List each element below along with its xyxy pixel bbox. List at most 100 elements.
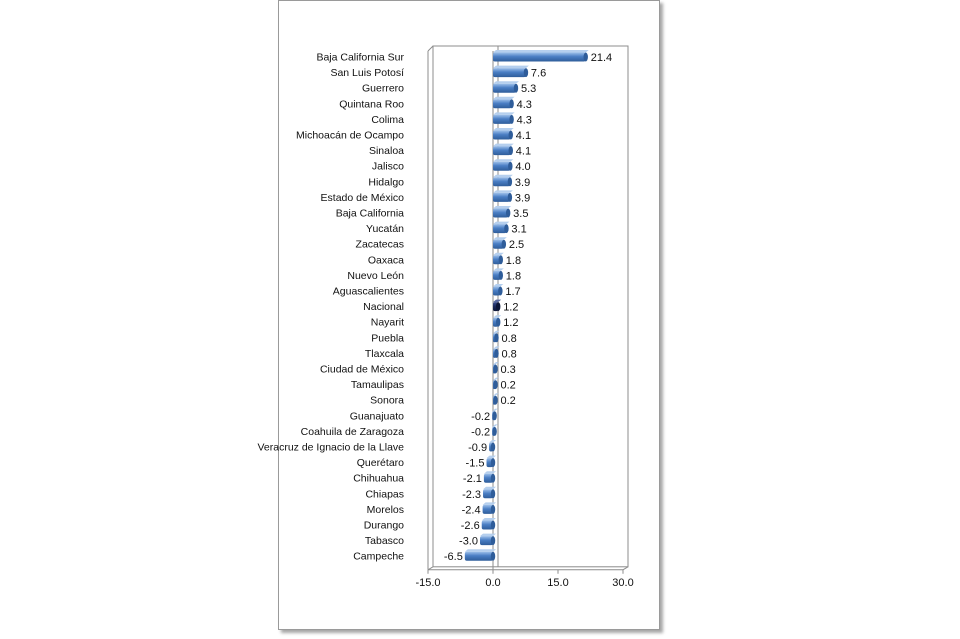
category-label: Michoacán de Ocampo <box>296 130 404 142</box>
bar-top-face <box>493 237 507 240</box>
category-label: Nuevo León <box>347 270 404 282</box>
bar-end-cap <box>490 536 496 546</box>
category-label: Tamaulipas <box>351 379 404 391</box>
bar-top-face <box>493 96 515 100</box>
x-tick-label: 15.0 <box>547 577 568 589</box>
value-label: 4.0 <box>515 161 530 173</box>
bar-end-cap <box>501 239 507 249</box>
bar-end-cap <box>490 520 496 530</box>
bar-top-face <box>493 284 504 287</box>
bar-top-face <box>493 299 502 303</box>
bar <box>493 161 511 171</box>
value-label: -0.2 <box>471 411 490 423</box>
category-label: Chihuahua <box>353 473 404 485</box>
bar-end-cap <box>492 411 497 421</box>
value-label: 3.5 <box>513 208 528 220</box>
bar-end-cap <box>493 364 498 374</box>
bar <box>481 520 493 530</box>
plot-top-left-edge <box>427 45 434 52</box>
bar <box>493 192 510 202</box>
category-label: Puebla <box>371 332 404 344</box>
value-label: 1.2 <box>503 302 518 314</box>
bar-end-cap <box>507 192 513 202</box>
value-label: -0.9 <box>468 442 487 454</box>
bar <box>493 255 501 265</box>
value-label: 1.7 <box>505 286 520 298</box>
bar-top-face <box>482 502 496 505</box>
bar-end-cap <box>494 348 499 358</box>
bar-end-cap <box>505 208 511 218</box>
bar <box>482 504 493 514</box>
bar-end-cap <box>490 442 496 452</box>
bar <box>483 489 493 499</box>
bar-end-cap <box>583 52 588 62</box>
bar-top-face <box>493 65 529 69</box>
category-label: Baja California <box>336 208 404 220</box>
bar <box>493 68 526 78</box>
x-tick-label: 30.0 <box>612 577 633 589</box>
bar-top-face <box>486 455 496 459</box>
value-label: 21.4 <box>591 52 612 64</box>
x-tick-label: -15.0 <box>415 577 440 589</box>
bar-top-face <box>493 346 500 349</box>
category-label: Colima <box>371 114 404 126</box>
value-label: -0.2 <box>471 426 490 438</box>
bar-top-face <box>493 206 512 209</box>
category-label: Baja California Sur <box>316 52 404 64</box>
bar-top-face <box>493 190 513 193</box>
bar-top-face <box>492 424 498 427</box>
bar-top-face <box>493 393 499 396</box>
value-label: 5.3 <box>521 83 536 95</box>
bar-end-cap <box>496 302 501 312</box>
bar <box>493 177 510 187</box>
category-label: Yucatán <box>366 223 404 235</box>
value-label: 0.2 <box>501 380 516 392</box>
category-label: Aguascalientes <box>333 286 404 298</box>
category-label: Veracruz de Ignacio de la Llave <box>257 442 404 454</box>
bar-end-cap <box>492 426 497 436</box>
bar <box>493 99 512 109</box>
bar-top-face <box>480 533 496 537</box>
bar-top-face <box>493 252 504 256</box>
category-label: Durango <box>364 520 404 532</box>
category-label: Coahuila de Zaragoza <box>301 426 404 438</box>
value-label: 1.8 <box>506 255 521 267</box>
bar-end-cap <box>490 473 496 483</box>
value-label: -1.5 <box>466 458 485 470</box>
bar <box>483 473 493 483</box>
bar-top-face <box>481 518 496 521</box>
value-label: 1.8 <box>506 270 521 282</box>
value-label: -2.1 <box>463 473 482 485</box>
bar-top-face <box>493 81 519 84</box>
bar <box>480 536 493 546</box>
bar <box>493 130 511 140</box>
bar-end-cap <box>493 380 498 390</box>
bar-top-face <box>493 50 589 53</box>
bar-top-face <box>493 128 514 131</box>
bar-top-face <box>464 549 496 552</box>
bar-end-cap <box>490 489 496 499</box>
category-label: Quintana Roo <box>339 98 404 110</box>
value-label: -2.6 <box>461 520 480 532</box>
bar-end-cap <box>504 224 509 234</box>
page-frame <box>278 0 660 630</box>
value-label: 0.8 <box>501 333 516 345</box>
category-label: Campeche <box>353 551 404 563</box>
bar <box>493 146 511 156</box>
plot-floor-edge-left <box>427 566 434 571</box>
category-label: Hidalgo <box>368 176 404 188</box>
bar-end-cap <box>509 114 514 124</box>
category-label: Sonora <box>370 395 404 407</box>
category-label: Guerrero <box>362 83 404 95</box>
value-label: 4.1 <box>516 130 531 142</box>
bar-end-cap <box>498 270 503 280</box>
value-label: -2.4 <box>462 504 481 516</box>
category-label: Morelos <box>367 504 404 516</box>
bar <box>493 114 512 124</box>
value-label: 3.1 <box>511 224 526 236</box>
category-label: Jalisco <box>372 161 404 173</box>
bar-end-cap <box>493 395 498 405</box>
bar-top-face <box>492 408 498 412</box>
value-label: 0.2 <box>501 395 516 407</box>
plot-back-wall <box>432 45 629 568</box>
